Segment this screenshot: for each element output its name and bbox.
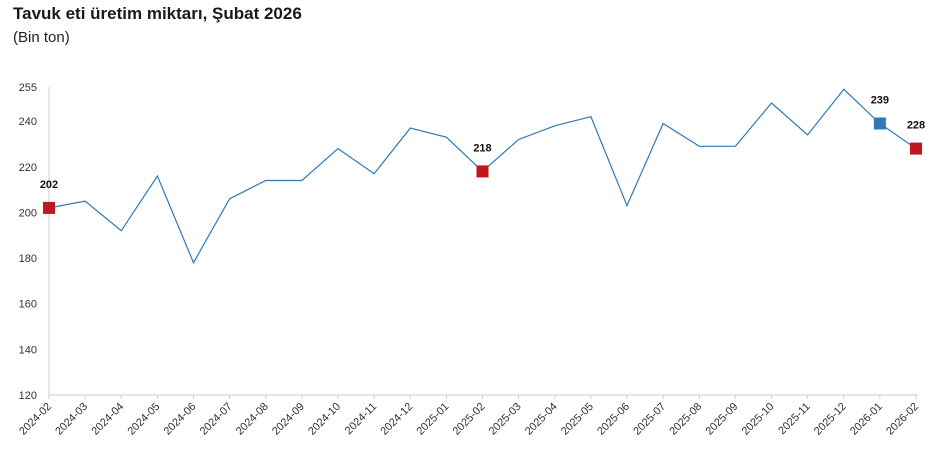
y-tick-label: 160 (19, 299, 37, 311)
data-label: 202 (40, 179, 58, 191)
x-tick-label: 2026-02 (884, 401, 921, 438)
highlight-marker (873, 117, 886, 130)
x-tick-label: 2024-09 (270, 401, 307, 438)
data-label: 239 (871, 95, 889, 107)
data-label: 228 (907, 120, 925, 132)
x-tick-label: 2024-07 (198, 401, 235, 438)
y-tick-label: 240 (19, 116, 37, 128)
x-axis: 2024-02 2024-03 2024-04 2024-05 2024-06 2024-… (17, 394, 921, 438)
x-tick-label: 2024-05 (125, 401, 162, 438)
x-tick-label: 2025-09 (703, 401, 740, 438)
x-tick-label: 2024-11 (343, 401, 379, 437)
chart-subtitle: (Bin ton) (13, 29, 70, 46)
y-tick-label: 120 (19, 390, 37, 402)
chart-title: Tavuk eti üretim miktarı, Şubat 2026 (13, 4, 302, 23)
highlight-marker (476, 165, 489, 178)
x-tick-label: 2026-01 (848, 401, 885, 438)
x-tick-label: 2024-03 (53, 401, 90, 438)
x-tick-label: 2024-06 (162, 401, 199, 438)
x-tick-label: 2024-02 (17, 401, 54, 438)
x-tick-label: 2025-06 (595, 401, 632, 438)
y-tick-label: 140 (19, 344, 37, 356)
x-tick-label: 2025-05 (559, 401, 596, 438)
data-label: 218 (473, 142, 491, 154)
x-tick-label: 2024-04 (89, 401, 126, 438)
plot-area: 202 218 239 228 (40, 88, 925, 265)
highlight-marker (910, 142, 922, 155)
x-tick-label: 2025-03 (487, 401, 524, 438)
y-tick-label: 180 (19, 253, 37, 265)
x-tick-label: 2025-04 (523, 401, 560, 438)
x-tick-label: 2025-10 (740, 401, 777, 438)
x-tick-label: 2024-10 (306, 401, 343, 438)
x-tick-label: 2025-01 (414, 401, 451, 438)
x-tick-label: 2025-11 (776, 401, 812, 437)
x-tick-label: 2025-02 (451, 401, 488, 438)
y-axis: 120 140 160 180 200 220 240 255 (19, 82, 50, 402)
x-tick-label: 2025-08 (667, 401, 704, 438)
x-tick-label: 2024-08 (234, 401, 271, 438)
y-tick-label: 200 (19, 207, 37, 219)
x-tick-label: 2025-07 (631, 401, 668, 438)
y-tick-label: 255 (19, 82, 37, 94)
highlight-marker (43, 201, 55, 214)
x-tick-label: 2024-12 (378, 401, 415, 438)
y-tick-label: 220 (19, 162, 37, 174)
x-tick-label: 2025-12 (812, 401, 849, 438)
